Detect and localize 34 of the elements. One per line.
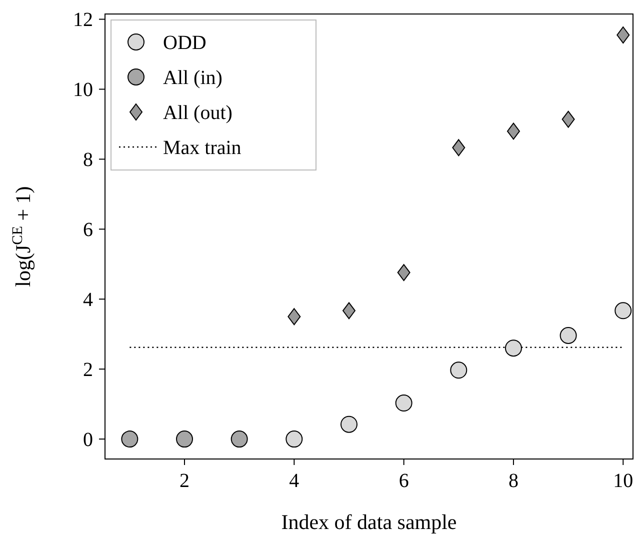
point (176, 430, 193, 448)
x-tick-label: 8 (508, 470, 518, 492)
point (397, 264, 410, 282)
x-axis-title: Index of data sample (281, 510, 457, 534)
y-tick-label: 4 (83, 289, 93, 312)
point (340, 416, 358, 433)
y-tick-label: 6 (83, 219, 93, 242)
point (614, 302, 632, 320)
point (506, 122, 520, 140)
point (450, 362, 468, 379)
point (121, 430, 138, 448)
legend-label: ODD (163, 32, 206, 54)
point (395, 394, 412, 412)
point (562, 110, 575, 128)
y-tick-label: 10 (73, 79, 93, 102)
x-tick-label: 6 (398, 470, 409, 492)
point (504, 340, 522, 357)
x-tick-label: 2 (180, 470, 190, 492)
point (560, 327, 577, 344)
y-tick-label: 2 (83, 359, 93, 382)
legend-label: All (out) (163, 102, 232, 124)
point (452, 139, 466, 156)
y-tick-label: 0 (83, 429, 93, 452)
point (616, 26, 630, 44)
x-tick-label: 10 (613, 470, 634, 492)
point (286, 430, 303, 448)
y-tick-label: 8 (83, 149, 93, 172)
point (342, 302, 356, 320)
x-tick-label: 4 (289, 470, 300, 492)
point (230, 430, 248, 448)
legend-label: All (in) (163, 67, 222, 89)
y-tick-label: 12 (73, 9, 93, 32)
point (288, 308, 301, 326)
legend-label: Max train (163, 137, 242, 159)
